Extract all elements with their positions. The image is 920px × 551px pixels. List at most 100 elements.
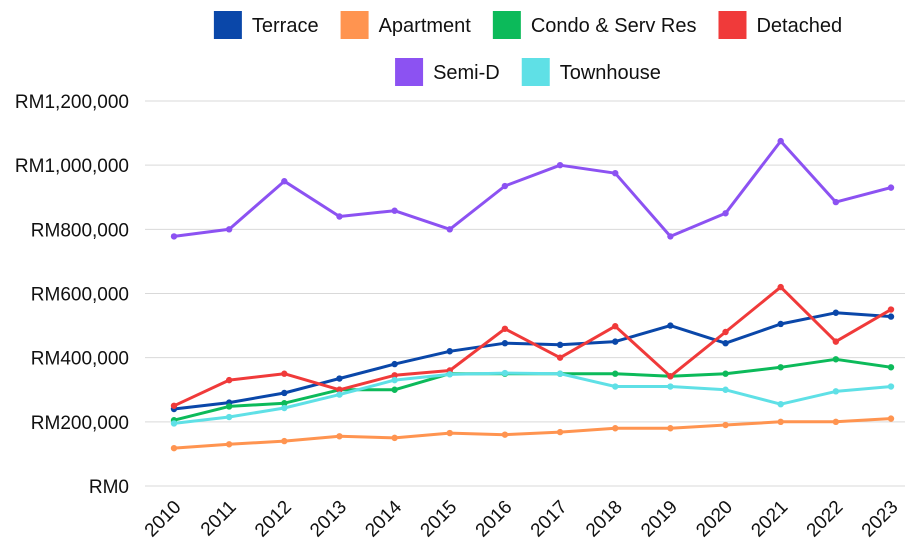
data-point <box>887 306 895 313</box>
x-tick-label: 2012 <box>251 497 296 542</box>
data-point <box>722 421 729 429</box>
x-tick-label: 2016 <box>472 497 517 542</box>
legend-swatch <box>395 58 424 86</box>
data-point <box>336 213 343 220</box>
data-point <box>556 428 564 436</box>
data-point <box>887 313 895 320</box>
grid-layer <box>145 100 905 487</box>
data-point <box>225 376 233 384</box>
data-point <box>336 375 343 382</box>
legend-label: Detached <box>756 15 842 37</box>
legend-swatch <box>213 11 242 39</box>
data-point <box>832 418 840 426</box>
data-point <box>832 198 840 206</box>
data-point <box>281 178 288 185</box>
data-point <box>391 207 398 214</box>
data-point <box>612 383 619 390</box>
data-point <box>446 226 453 233</box>
data-point <box>391 386 398 393</box>
data-point <box>612 169 619 177</box>
data-point <box>391 434 398 442</box>
data-point <box>722 340 729 347</box>
legend-label: Semi-D <box>433 62 500 84</box>
x-tick-label: 2018 <box>582 497 627 542</box>
data-point <box>281 389 288 397</box>
data-point <box>722 386 729 393</box>
legend-label: Apartment <box>379 15 472 37</box>
data-point <box>722 370 729 377</box>
x-tick-label: 2020 <box>692 497 737 542</box>
data-point <box>887 364 895 371</box>
data-point <box>391 360 398 368</box>
y-tick-label: RM0 <box>89 477 129 498</box>
data-point <box>832 388 840 395</box>
data-point <box>281 370 288 377</box>
legend: Terrace Apartment Condo & Serv Res Detached… <box>213 11 842 86</box>
data-point <box>832 309 840 316</box>
data-point <box>225 413 233 421</box>
data-point <box>777 320 784 328</box>
y-tick-label: RM200,000 <box>31 413 129 434</box>
legend-item: Terrace <box>213 11 319 39</box>
x-tick-label: 2019 <box>637 497 682 542</box>
data-point <box>832 356 840 363</box>
legend-swatch <box>340 11 369 39</box>
x-tick-label: 2017 <box>527 497 572 542</box>
data-point <box>612 370 619 377</box>
series-apartment <box>170 415 895 452</box>
data-point <box>225 403 233 410</box>
y-tick-label: RM600,000 <box>31 285 129 306</box>
data-point <box>336 433 343 440</box>
data-point <box>722 210 729 217</box>
x-tick-label: 2013 <box>306 497 351 542</box>
legend-label: Terrace <box>252 15 319 37</box>
data-point <box>556 354 564 361</box>
legend-item: Condo & Serv Res <box>492 11 697 39</box>
data-point <box>225 226 233 233</box>
data-point <box>667 373 674 380</box>
x-tick-label: 2022 <box>803 497 848 542</box>
data-point <box>225 441 233 448</box>
data-point <box>887 383 895 390</box>
data-point <box>667 383 674 390</box>
y-axis: RM0 RM200,000 RM400,000 RM600,000 RM800,000 R… <box>15 92 129 498</box>
data-point <box>336 386 343 393</box>
data-point <box>446 371 453 378</box>
data-point <box>612 323 619 330</box>
data-point <box>170 444 178 452</box>
x-tick-label: 2014 <box>361 496 406 541</box>
legend-label: Condo & Serv Res <box>531 15 697 37</box>
data-point <box>777 400 784 408</box>
data-point <box>667 322 674 329</box>
data-point <box>501 431 509 438</box>
data-point <box>170 420 178 427</box>
data-point <box>777 283 784 291</box>
x-tick-label: 2021 <box>747 497 792 542</box>
data-point <box>281 400 288 407</box>
data-point <box>336 391 343 398</box>
series-line <box>172 139 893 238</box>
series-semi-d <box>170 137 895 240</box>
data-point <box>446 348 453 355</box>
data-point <box>501 340 509 347</box>
data-point <box>501 182 509 190</box>
legend-swatch <box>718 11 747 39</box>
data-point <box>170 402 178 409</box>
data-point <box>446 429 453 437</box>
y-tick-label: RM800,000 <box>31 220 129 241</box>
legend-item: Detached <box>718 11 842 39</box>
y-tick-label: RM1,000,000 <box>15 156 129 177</box>
series-condo-serv-res <box>170 356 895 424</box>
x-tick-label: 2010 <box>141 497 186 542</box>
series-line <box>172 285 893 408</box>
data-point <box>777 418 784 426</box>
data-point <box>391 376 398 384</box>
legend-label: Townhouse <box>560 62 661 84</box>
series-line <box>172 417 893 450</box>
series-line <box>172 371 893 425</box>
legend-item: Townhouse <box>521 58 661 86</box>
series-terrace <box>170 309 895 413</box>
data-point <box>667 425 674 432</box>
